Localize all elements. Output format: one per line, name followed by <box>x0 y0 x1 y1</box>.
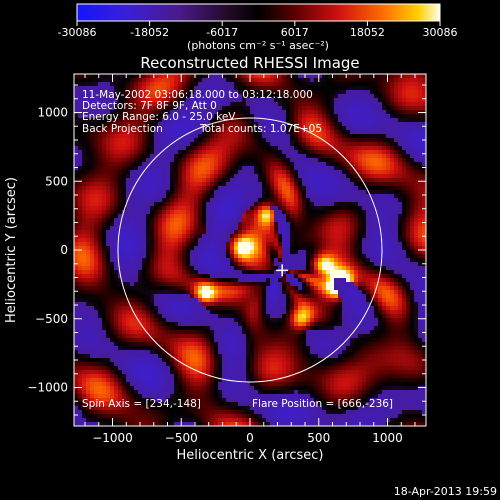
spin-axis-marker <box>276 264 289 277</box>
colorbar-ticks <box>76 21 441 26</box>
annotation-total-counts: Total counts: 1.07E+05 <box>199 123 322 135</box>
flare-position-label: Flare Position = [666,-236] <box>252 398 393 410</box>
colorbar-tick-label: 6017 <box>281 26 309 39</box>
colorbar-tick-label: -30086 <box>58 26 97 39</box>
annotation-method: Back Projection <box>82 123 163 135</box>
y-tick-label: 0 <box>60 243 68 257</box>
axis-ticks <box>74 74 426 426</box>
solar-limb-circle <box>117 117 383 383</box>
colorbar <box>76 3 441 22</box>
colorbar-tick-label: -6017 <box>206 26 238 39</box>
y-tick-label: −1000 <box>27 381 68 395</box>
spin-axis-label: Spin Axis = [234,-148] <box>82 398 201 410</box>
x-axis-label: Heliocentric X (arcsec) <box>177 448 324 463</box>
x-tick-label: −500 <box>165 431 198 445</box>
chart-title: Reconstructed RHESSI Image <box>140 54 359 72</box>
annotation-detectors: Detectors: 7F 8F 9F, Att 0 <box>82 100 217 112</box>
colorbar-tick-label: -18052 <box>130 26 169 39</box>
x-tick-label: 1000 <box>372 431 403 445</box>
y-tick-label: 1000 <box>37 106 68 120</box>
colorbar-labels: -30086 -18052 -6017 6017 18052 30086 <box>58 26 458 39</box>
y-axis-label: Heliocentric Y (arcsec) <box>4 177 19 323</box>
footer-timestamp: 18-Apr-2013 19:59 <box>394 485 497 498</box>
x-tick-labels: −1000 −500 0 500 1000 <box>92 431 403 445</box>
colorbar-tick-label: 18052 <box>350 26 385 39</box>
heatmap-image <box>74 74 426 426</box>
y-tick-label: 500 <box>45 174 68 188</box>
y-tick-labels: −1000 −500 0 500 1000 <box>27 106 68 395</box>
y-tick-label: −500 <box>35 312 68 326</box>
x-tick-label: 500 <box>307 431 330 445</box>
annotation-energy-range: Energy Range: 6.0 - 25.0 keV <box>82 111 236 123</box>
colorbar-unit-label: (photons cm⁻² s⁻¹ asec⁻²) <box>187 39 329 52</box>
x-tick-label: −1000 <box>92 431 133 445</box>
x-tick-label: 0 <box>246 431 254 445</box>
annotation-time-range: 11-May-2002 03:06:18.000 to 03:12:18.000 <box>82 89 313 101</box>
colorbar-tick-label: 30086 <box>423 26 458 39</box>
